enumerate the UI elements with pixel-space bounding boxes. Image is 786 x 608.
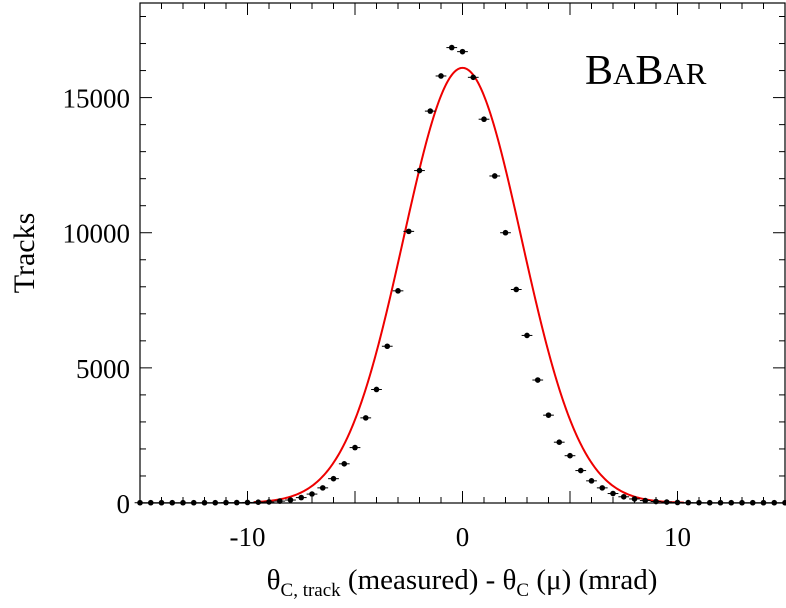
babar-watermark: BABAR xyxy=(585,48,707,94)
data-point xyxy=(607,490,619,497)
data-point xyxy=(575,467,587,474)
point-marker xyxy=(448,44,455,51)
labels-layer: -10 0 10 0 5000 10000 15000 xyxy=(63,84,692,552)
data-point xyxy=(553,439,565,445)
point-marker xyxy=(631,496,638,502)
point-marker xyxy=(524,332,530,339)
point-marker xyxy=(341,461,348,467)
y-tick-label: 0 xyxy=(117,489,131,519)
data-point xyxy=(564,452,576,459)
point-marker xyxy=(309,491,315,497)
x-tick-label: 10 xyxy=(664,522,691,552)
point-marker xyxy=(330,475,337,482)
point-marker xyxy=(481,116,487,123)
point-marker xyxy=(513,286,520,293)
point-marker xyxy=(470,74,477,81)
data-point xyxy=(478,116,490,123)
point-marker xyxy=(588,478,595,484)
data-point xyxy=(285,497,296,503)
data-point xyxy=(639,497,651,504)
point-marker xyxy=(567,452,573,459)
data-point xyxy=(489,173,501,179)
data-point xyxy=(371,386,382,393)
point-marker xyxy=(438,73,444,79)
point-marker xyxy=(287,497,294,503)
data-point xyxy=(586,478,597,484)
point-marker xyxy=(416,167,423,174)
point-marker xyxy=(427,108,434,114)
data-point xyxy=(328,475,339,482)
point-marker xyxy=(266,499,272,505)
data-point xyxy=(500,229,511,236)
point-marker xyxy=(362,415,369,421)
x-axis-label: θC, track (measured) - θC (μ) (mrad) xyxy=(267,564,658,601)
point-marker xyxy=(620,493,627,500)
data-point xyxy=(618,493,630,500)
y-tick-label: 5000 xyxy=(76,354,130,384)
point-marker xyxy=(556,439,563,445)
point-marker xyxy=(610,490,616,497)
data-point xyxy=(306,491,318,497)
data-point xyxy=(392,288,404,294)
data-point xyxy=(532,377,544,383)
point-marker xyxy=(319,485,326,491)
data-point xyxy=(596,485,608,491)
fit-curve xyxy=(253,66,684,504)
data-point xyxy=(521,332,533,339)
points-layer xyxy=(134,44,786,506)
point-marker xyxy=(663,499,670,505)
point-marker xyxy=(491,173,498,179)
point-marker xyxy=(502,229,509,236)
data-point xyxy=(381,343,393,350)
data-point xyxy=(317,485,329,491)
data-point xyxy=(510,286,522,293)
fit-layer xyxy=(253,66,684,504)
point-marker xyxy=(298,494,305,501)
point-marker xyxy=(395,288,401,294)
plot-frame xyxy=(139,2,786,504)
data-point xyxy=(446,44,458,51)
data-point xyxy=(661,499,673,505)
point-marker xyxy=(459,48,466,55)
x-tick-label: 0 xyxy=(456,522,470,552)
point-marker xyxy=(642,497,649,504)
data-point xyxy=(403,228,415,235)
y-axis-label: Tracks xyxy=(8,213,41,294)
point-marker xyxy=(577,467,584,474)
data-point xyxy=(543,412,554,418)
data-point xyxy=(435,73,447,79)
data-point xyxy=(414,167,425,174)
data-point xyxy=(467,74,479,81)
point-marker xyxy=(545,412,552,418)
data-point xyxy=(457,48,468,55)
data-point xyxy=(295,494,307,501)
y-tick-label: 10000 xyxy=(63,219,131,249)
point-marker xyxy=(405,228,412,235)
data-point xyxy=(338,461,350,467)
data-point xyxy=(252,499,264,505)
point-marker xyxy=(384,343,391,350)
y-tick-label: 15000 xyxy=(63,84,131,114)
data-point xyxy=(349,444,361,451)
data-point xyxy=(424,108,436,114)
point-marker xyxy=(373,386,380,393)
point-marker xyxy=(599,485,606,491)
data-point xyxy=(629,496,640,502)
x-tick-label: -10 xyxy=(230,522,266,552)
data-point xyxy=(360,415,372,421)
point-marker xyxy=(352,444,358,451)
point-marker xyxy=(255,499,262,505)
point-marker xyxy=(534,377,541,383)
